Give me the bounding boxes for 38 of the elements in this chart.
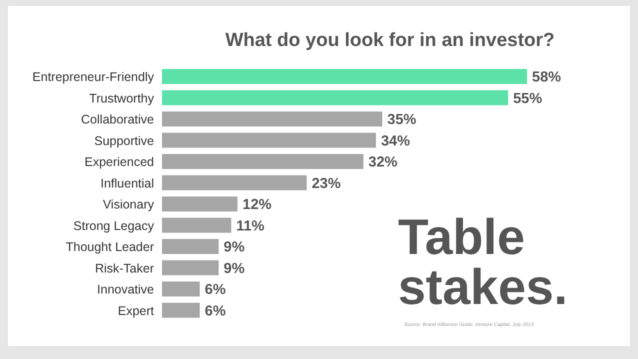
bar	[162, 154, 364, 169]
bar	[162, 175, 307, 190]
y-tick-label: Trustworthy	[89, 91, 155, 106]
chart-title: What do you look for in an investor?	[224, 30, 556, 52]
y-tick-label: Experienced	[84, 155, 154, 170]
y-tick-label: Thought Leader	[66, 240, 154, 254]
y-tick-label: Visionary	[102, 198, 155, 212]
y-tick-label: Entrepreneur-Friendly	[32, 70, 155, 84]
data-label: 58%	[532, 70, 562, 86]
data-label: 34%	[380, 133, 410, 150]
data-label: 6%	[204, 282, 226, 298]
y-tick-label: Collaborative	[81, 112, 154, 127]
data-label: 9%	[224, 240, 245, 256]
y-tick-label: Strong Legacy	[73, 218, 155, 233]
y-tick-label: Innovative	[97, 282, 154, 297]
y-tick-label: Risk-Taker	[94, 261, 154, 276]
y-tick-label: Supportive	[94, 134, 154, 148]
y-tick-label: Expert	[118, 304, 155, 318]
data-label: 6%	[204, 303, 226, 320]
bar	[162, 132, 376, 148]
bar	[162, 302, 200, 318]
bar	[162, 112, 382, 126]
bar	[162, 239, 219, 254]
bar	[162, 218, 232, 233]
data-label: 11%	[236, 218, 265, 234]
data-label: 9%	[224, 260, 245, 277]
data-label: 32%	[368, 154, 398, 171]
bar	[162, 90, 508, 106]
annotation: Table stakes.	[398, 209, 568, 315]
data-label: 55%	[513, 90, 542, 107]
data-label: 35%	[387, 112, 416, 128]
bar	[162, 69, 527, 84]
data-label: 23%	[312, 176, 341, 192]
data-label: 12%	[242, 197, 272, 214]
y-tick-label: Influential	[100, 176, 154, 190]
bar	[162, 196, 238, 212]
bar	[162, 282, 200, 296]
bar	[162, 260, 219, 276]
